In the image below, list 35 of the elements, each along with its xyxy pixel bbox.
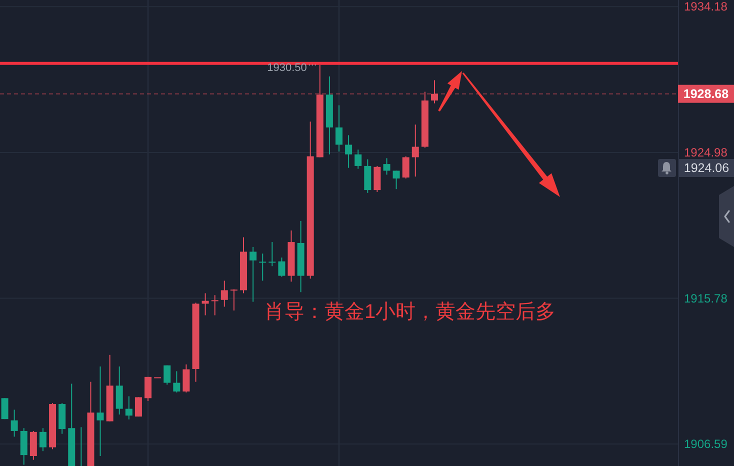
candlestick: [1, 398, 8, 420]
candlestick: [336, 104, 342, 152]
candlestick: [211, 294, 218, 316]
candlestick: [383, 158, 390, 176]
candlestick: [39, 428, 46, 452]
annotation: 肖导：黄金1小时，黄金先空后多: [264, 301, 556, 323]
y-tick-label: 1934.18: [684, 0, 728, 14]
ref-line-label: 1928.68: [683, 86, 729, 101]
candlestick: [96, 366, 104, 457]
candlestick: [268, 242, 276, 267]
candlestick: [220, 280, 228, 308]
candlestick: [134, 396, 142, 418]
candlestick: [412, 124, 419, 178]
candlestick: [354, 149, 362, 170]
candlestick: [345, 134, 352, 168]
candlestick: [125, 396, 132, 420]
candlestick: [374, 165, 381, 192]
y-tick-label: 1906.59: [684, 436, 728, 451]
y-tick-label: 1915.78: [684, 291, 728, 306]
candlestick: [402, 156, 410, 179]
candlestick: [144, 376, 152, 402]
candlestick: [164, 364, 171, 386]
candlestick: [430, 80, 438, 104]
annotation: 1930.50: [267, 62, 307, 74]
y-tick-label: 1924.98: [684, 145, 728, 160]
candlestick: [116, 366, 123, 415]
candlestick: [182, 364, 190, 393]
candlestick: [392, 170, 400, 190]
candlestick: [250, 246, 257, 302]
candlestick: [259, 253, 266, 282]
candlestick: [173, 370, 180, 393]
candlestick: [278, 257, 286, 278]
candlestick: [10, 409, 18, 438]
text: 1924.06: [684, 161, 730, 175]
candlestick: [230, 288, 238, 312]
